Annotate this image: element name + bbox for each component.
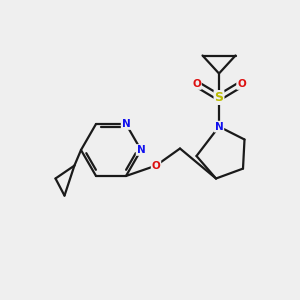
Text: O: O [152, 160, 160, 171]
Text: N: N [136, 145, 146, 155]
Text: O: O [192, 79, 201, 89]
Text: N: N [122, 119, 130, 129]
Text: N: N [214, 122, 224, 132]
Text: S: S [214, 91, 224, 104]
Text: O: O [237, 79, 246, 89]
